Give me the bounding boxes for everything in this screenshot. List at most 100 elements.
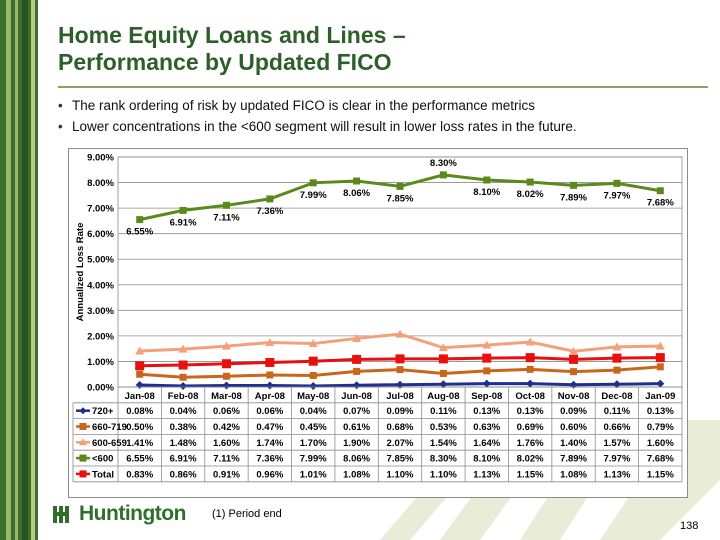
footnote: (1) Period end bbox=[212, 508, 282, 520]
table-cell-value: 7.99% bbox=[300, 454, 327, 465]
data-point bbox=[482, 353, 492, 363]
table-cell-value: 0.63% bbox=[473, 422, 500, 433]
table-cell-value: 1.60% bbox=[213, 438, 240, 449]
legend-key-marker bbox=[79, 407, 87, 415]
logo-text: Huntington bbox=[79, 502, 186, 525]
y-tick-label: 4.00% bbox=[87, 280, 114, 291]
sidebar-stripes bbox=[0, 0, 38, 540]
data-point bbox=[178, 360, 188, 370]
table-cell-value: 1.57% bbox=[603, 438, 630, 449]
legend-key-marker bbox=[79, 454, 87, 462]
x-category-label: Oct-08 bbox=[515, 391, 545, 402]
table-cell-value: 0.09% bbox=[560, 406, 587, 417]
x-category-label: Nov-08 bbox=[558, 391, 590, 402]
table-cell-value: 7.68% bbox=[647, 454, 674, 465]
data-point bbox=[526, 178, 534, 186]
data-point bbox=[613, 366, 621, 374]
table-cell-value: 1.48% bbox=[170, 438, 197, 449]
data-point bbox=[352, 333, 362, 342]
data-point bbox=[222, 372, 230, 380]
table-cell-value: 0.08% bbox=[126, 406, 153, 417]
table-cell-value: 0.38% bbox=[170, 422, 197, 433]
data-point bbox=[222, 381, 231, 390]
y-tick-label: 2.00% bbox=[87, 331, 114, 342]
x-category-label: Sep-08 bbox=[471, 391, 502, 402]
x-category-label: Jan-08 bbox=[125, 391, 155, 402]
table-cell-value: 0.04% bbox=[170, 406, 197, 417]
table-cell-value: 0.96% bbox=[256, 469, 283, 480]
data-point bbox=[221, 341, 231, 350]
table-cell-value: 1.08% bbox=[343, 469, 370, 480]
table-cell-value: 6.91% bbox=[170, 454, 197, 465]
data-point bbox=[309, 381, 318, 390]
legend-label: 720+ bbox=[92, 406, 114, 417]
data-label: 6.55% bbox=[126, 227, 153, 238]
y-tick-label: 1.00% bbox=[87, 357, 114, 368]
table-cell-value: 1.40% bbox=[560, 438, 587, 449]
table-cell-value: 0.11% bbox=[604, 406, 631, 417]
data-point bbox=[221, 359, 231, 369]
data-point bbox=[353, 177, 361, 185]
data-point bbox=[612, 342, 622, 351]
table-cell-value: 7.85% bbox=[387, 454, 414, 465]
bullet-list: The rank ordering of risk by updated FIC… bbox=[58, 98, 577, 140]
data-point bbox=[483, 176, 491, 184]
legend-label: <600 bbox=[92, 454, 113, 465]
data-label: 8.30% bbox=[430, 158, 457, 169]
data-point bbox=[569, 380, 578, 389]
legend-label: Total bbox=[92, 469, 114, 480]
title-divider bbox=[58, 86, 708, 88]
x-category-label: Jun-08 bbox=[341, 391, 372, 402]
y-tick-label: 7.00% bbox=[87, 204, 114, 215]
table-cell-value: 0.53% bbox=[430, 422, 457, 433]
data-point bbox=[179, 373, 187, 381]
legend-key-marker bbox=[79, 438, 87, 446]
data-point bbox=[222, 201, 230, 209]
y-axis-label: Annualized Loss Rate bbox=[75, 223, 86, 322]
table-cell-value: 0.47% bbox=[256, 422, 283, 433]
data-point bbox=[265, 338, 275, 347]
table-cell-value: 0.04% bbox=[300, 406, 327, 417]
table-cell-value: 1.10% bbox=[430, 469, 457, 480]
data-point bbox=[438, 354, 448, 364]
data-point bbox=[525, 337, 535, 346]
table-cell-value: 0.86% bbox=[170, 469, 197, 480]
x-category-label: May-08 bbox=[297, 391, 329, 402]
data-point bbox=[569, 354, 579, 364]
data-point bbox=[483, 367, 491, 375]
legend-key-marker bbox=[79, 423, 87, 430]
data-point bbox=[570, 181, 578, 189]
table-cell-value: 0.50% bbox=[126, 422, 153, 433]
data-point bbox=[352, 354, 362, 364]
data-point bbox=[179, 381, 188, 390]
table-cell-value: 0.69% bbox=[517, 422, 544, 433]
data-point bbox=[482, 379, 491, 388]
table-cell-value: 1.13% bbox=[603, 469, 630, 480]
data-point bbox=[309, 372, 317, 379]
data-label: 7.68% bbox=[647, 198, 674, 209]
table-cell-value: 0.06% bbox=[213, 406, 240, 417]
table-cell-value: 0.60% bbox=[560, 422, 587, 433]
table-cell-value: 1.08% bbox=[560, 469, 587, 480]
data-point bbox=[482, 340, 492, 349]
data-label: 7.36% bbox=[256, 206, 283, 217]
page-number: 138 bbox=[680, 520, 699, 532]
y-tick-label: 8.00% bbox=[87, 178, 114, 189]
legend-label: 660-719 bbox=[92, 422, 127, 433]
table-cell-value: 0.11% bbox=[430, 406, 457, 417]
table-cell-value: 1.15% bbox=[517, 469, 544, 480]
table-cell-value: 0.91% bbox=[213, 469, 240, 480]
data-point bbox=[526, 365, 534, 373]
table-cell-value: 7.89% bbox=[560, 454, 587, 465]
data-point bbox=[309, 179, 317, 187]
table-cell-value: 0.68% bbox=[387, 422, 414, 433]
data-point bbox=[439, 171, 447, 179]
data-point bbox=[655, 341, 665, 350]
data-point bbox=[570, 368, 578, 376]
table-cell-value: 7.97% bbox=[603, 454, 630, 465]
data-point bbox=[396, 366, 404, 374]
data-point bbox=[396, 182, 404, 190]
bullet-item: The rank ordering of risk by updated FIC… bbox=[58, 98, 577, 113]
table-cell-value: 2.07% bbox=[387, 438, 414, 449]
data-point bbox=[135, 361, 145, 371]
